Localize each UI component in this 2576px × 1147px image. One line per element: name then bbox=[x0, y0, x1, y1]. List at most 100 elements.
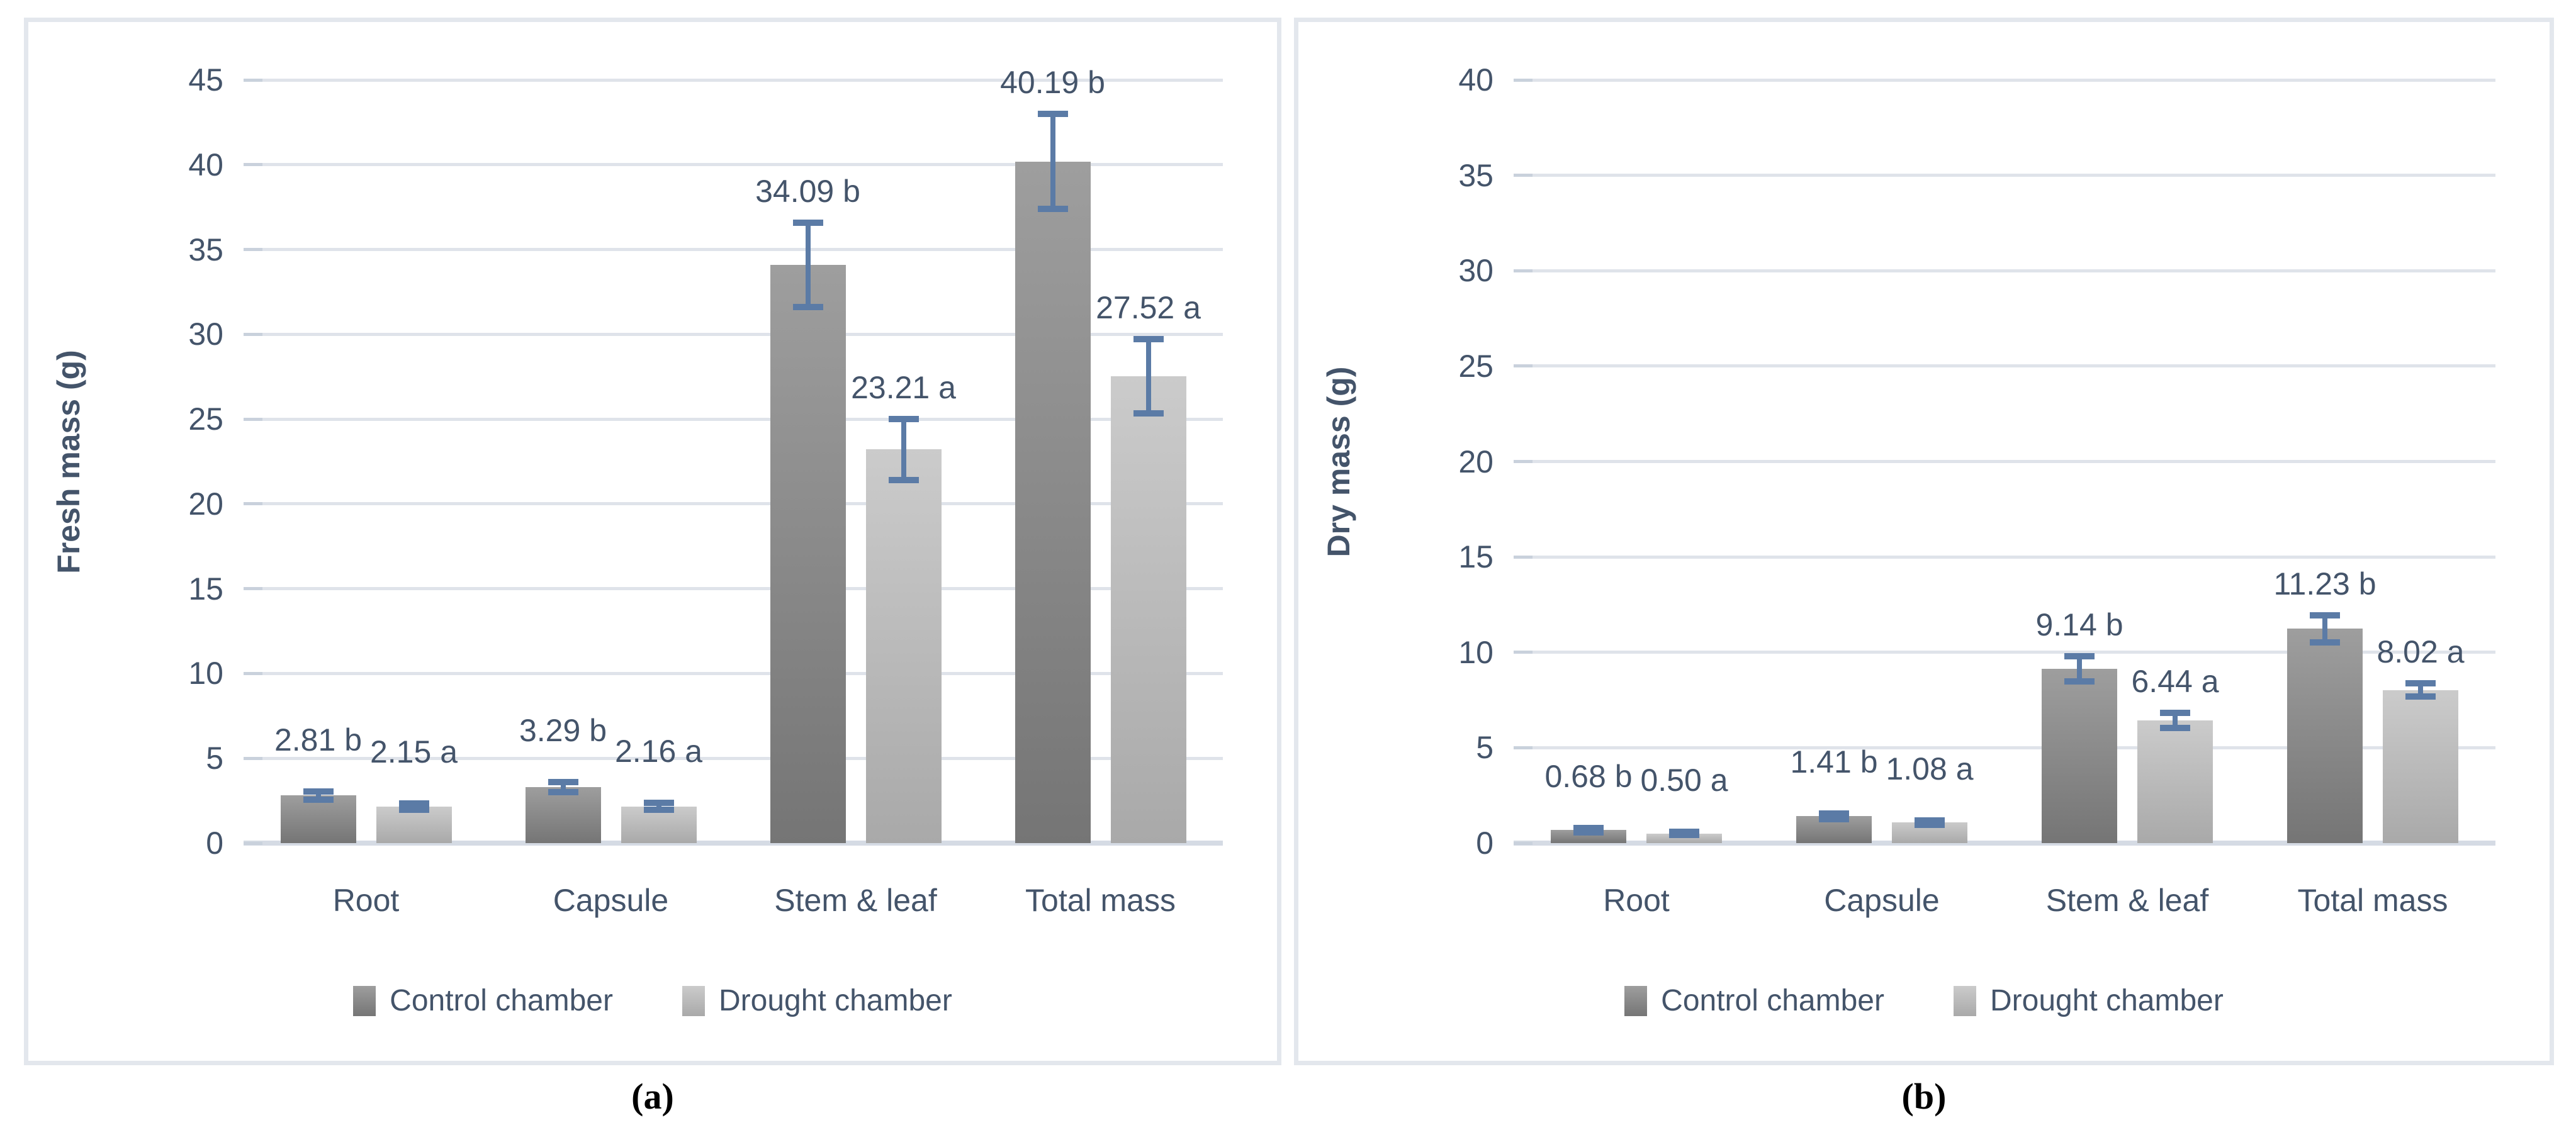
data-label-control-chamber-total-mass: 11.23 b bbox=[2273, 566, 2376, 602]
error-bar-cap-top-drought-chamber-total-mass bbox=[2405, 680, 2436, 687]
error-bar-drought-chamber-capsule bbox=[656, 803, 661, 810]
y-axis-tick-25 bbox=[1514, 364, 1533, 368]
gridline-0 bbox=[244, 841, 1223, 846]
error-bar-cap-top-drought-chamber-capsule bbox=[1915, 817, 1945, 824]
error-bar-cap-bottom-control-chamber-stem-leaf bbox=[792, 304, 823, 311]
legend-label-drought-chamber: Drought chamber bbox=[1989, 984, 2224, 1017]
x-tick-label-root: Root bbox=[332, 883, 400, 918]
gridline-10 bbox=[244, 671, 1223, 675]
gridline-40 bbox=[244, 163, 1223, 167]
bar-control-chamber-total-mass bbox=[1015, 161, 1091, 843]
data-label-control-chamber-capsule: 1.41 b bbox=[1790, 744, 1878, 780]
gridline-45 bbox=[244, 78, 1223, 82]
legend-item-control-chamber: Control chamber bbox=[1624, 983, 1884, 1019]
chart-panel-a: 0 5 10 15 20 25 30 35 40 45 Fresh mass (g) Root 2.81… bbox=[24, 18, 1281, 1065]
y-tick-label-25: 25 bbox=[188, 401, 223, 437]
x-tick-label-total-mass: Total mass bbox=[1025, 883, 1176, 918]
data-label-drought-chamber-root: 2.15 a bbox=[369, 734, 458, 769]
error-bar-cap-top-drought-chamber-stem-leaf bbox=[2160, 709, 2190, 716]
data-label-control-chamber-root: 0.68 b bbox=[1544, 758, 1633, 794]
error-bar-cap-top-control-chamber-stem-leaf bbox=[792, 219, 823, 226]
error-bar-control-chamber-root bbox=[315, 791, 321, 800]
gridline-25 bbox=[1514, 364, 2495, 368]
error-bar-control-chamber-total-mass bbox=[2322, 615, 2327, 642]
error-bar-cap-bottom-drought-chamber-stem-leaf bbox=[2160, 724, 2190, 731]
data-label-drought-chamber-stem-leaf: 6.44 a bbox=[2131, 663, 2219, 699]
gridline-30 bbox=[1514, 269, 2495, 272]
y-axis-tick-10 bbox=[244, 671, 262, 675]
y-axis-tick-15 bbox=[244, 587, 262, 591]
data-label-control-chamber-root: 2.81 b bbox=[274, 722, 362, 758]
panel-caption-a: (a) bbox=[631, 1076, 674, 1117]
error-bar-control-chamber-total-mass bbox=[1050, 114, 1055, 210]
legend-item-control-chamber: Control chamber bbox=[353, 983, 613, 1019]
legend-swatch-control-chamber bbox=[1624, 986, 1648, 1016]
error-bar-control-chamber-capsule bbox=[560, 782, 566, 793]
y-tick-label-10: 10 bbox=[1458, 634, 1493, 670]
error-bar-cap-top-drought-chamber-root bbox=[398, 800, 429, 807]
y-axis-title: Fresh mass (g) bbox=[51, 349, 86, 574]
error-bar-cap-bottom-drought-chamber-root bbox=[1669, 832, 1699, 839]
error-bar-drought-chamber-stem-leaf bbox=[2173, 712, 2178, 728]
bar-drought-chamber-total-mass bbox=[2383, 690, 2458, 843]
error-bar-cap-bottom-drought-chamber-root bbox=[398, 807, 429, 814]
legend-label-control-chamber: Control chamber bbox=[390, 984, 613, 1017]
x-tick-label-total-mass: Total mass bbox=[2297, 883, 2448, 918]
bar-control-chamber-stem-leaf bbox=[2042, 668, 2117, 843]
y-tick-label-20: 20 bbox=[1458, 444, 1493, 479]
error-bar-cap-bottom-control-chamber-stem-leaf bbox=[2064, 678, 2095, 685]
y-tick-label-0: 0 bbox=[1476, 825, 1493, 861]
error-bar-cap-bottom-control-chamber-total-mass bbox=[2310, 639, 2340, 646]
error-bar-drought-chamber-total-mass bbox=[1145, 339, 1151, 414]
error-bar-drought-chamber-stem-leaf bbox=[901, 418, 906, 480]
bar-control-chamber-root bbox=[1551, 830, 1626, 843]
y-tick-label-0: 0 bbox=[206, 825, 223, 861]
error-bar-cap-top-drought-chamber-stem-leaf bbox=[888, 415, 919, 422]
y-axis-tick-20 bbox=[244, 502, 262, 506]
chart-panel-b: 0 5 10 15 20 25 30 35 40 Dry mass (g) Root 0.68 b 0.… bbox=[1294, 18, 2554, 1065]
y-tick-label-25: 25 bbox=[1458, 348, 1493, 384]
y-tick-label-5: 5 bbox=[206, 741, 223, 776]
y-axis-tick-5 bbox=[244, 756, 262, 760]
error-bar-cap-bottom-control-chamber-capsule bbox=[548, 789, 578, 796]
data-label-drought-chamber-capsule: 1.08 a bbox=[1886, 751, 1974, 786]
data-label-control-chamber-capsule: 3.29 b bbox=[519, 713, 607, 749]
x-tick-label-capsule: Capsule bbox=[553, 883, 669, 918]
data-label-drought-chamber-root: 0.50 a bbox=[1640, 763, 1728, 798]
legend-swatch-drought-chamber bbox=[1953, 986, 1976, 1016]
legend-swatch-drought-chamber bbox=[682, 986, 705, 1016]
gridline-20 bbox=[1514, 460, 2495, 463]
bar-control-chamber-capsule bbox=[525, 787, 601, 843]
gridline-15 bbox=[1514, 555, 2495, 559]
y-tick-label-15: 15 bbox=[188, 571, 223, 607]
y-axis-tick-40 bbox=[1514, 78, 1533, 82]
error-bar-cap-bottom-drought-chamber-total-mass bbox=[1133, 410, 1164, 417]
error-bar-cap-top-control-chamber-root bbox=[303, 788, 334, 795]
legend-label-control-chamber: Control chamber bbox=[1661, 984, 1884, 1017]
y-tick-label-10: 10 bbox=[188, 656, 223, 691]
gridline-35 bbox=[244, 248, 1223, 252]
y-tick-label-40: 40 bbox=[1458, 62, 1493, 98]
y-axis-tick-10 bbox=[1514, 651, 1533, 654]
error-bar-cap-bottom-control-chamber-root bbox=[303, 796, 334, 803]
error-bar-drought-chamber-root bbox=[411, 803, 417, 810]
y-axis-tick-35 bbox=[1514, 174, 1533, 177]
y-axis-tick-45 bbox=[244, 78, 262, 82]
error-bar-control-chamber-stem-leaf bbox=[805, 222, 811, 308]
y-axis-tick-0 bbox=[1514, 841, 1533, 845]
gridline-5 bbox=[244, 756, 1223, 760]
bar-control-chamber-stem-leaf bbox=[770, 265, 846, 843]
error-bar-cap-bottom-drought-chamber-stem-leaf bbox=[888, 476, 919, 483]
x-tick-label-stem-leaf: Stem & leaf bbox=[2045, 883, 2209, 918]
data-label-drought-chamber-total-mass: 27.52 a bbox=[1096, 289, 1201, 325]
gridline-5 bbox=[1514, 746, 2495, 749]
legend: Control chamber Drought chamber bbox=[28, 982, 1277, 1020]
error-bar-cap-top-control-chamber-capsule bbox=[548, 779, 578, 786]
y-tick-label-45: 45 bbox=[188, 62, 223, 98]
y-tick-label-5: 5 bbox=[1476, 730, 1493, 766]
error-bar-cap-top-control-chamber-root bbox=[1573, 824, 1604, 831]
gridline-15 bbox=[244, 587, 1223, 591]
bar-drought-chamber-stem-leaf bbox=[865, 449, 942, 843]
bar-control-chamber-total-mass bbox=[2287, 629, 2363, 843]
gridline-10 bbox=[1514, 651, 2495, 654]
